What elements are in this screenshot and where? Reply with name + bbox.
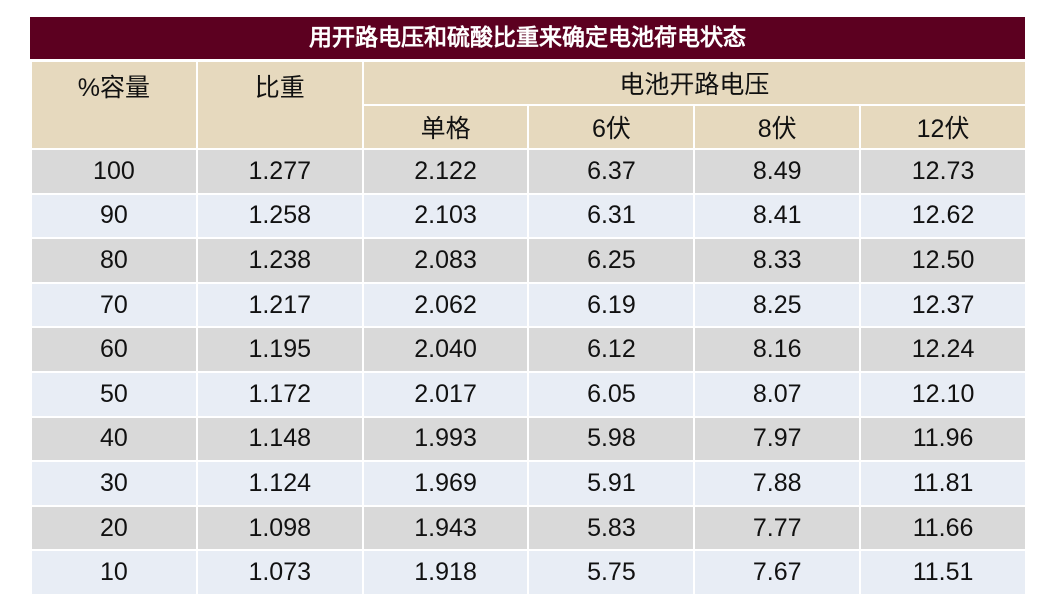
cell-6v: 6.25 xyxy=(527,237,696,284)
cell-cell: 2.083 xyxy=(361,237,530,284)
cell-6v: 6.31 xyxy=(527,192,696,240)
table-row: 20 1.098 1.943 5.83 7.77 11.66 xyxy=(30,504,1027,552)
cell-capacity: 80 xyxy=(30,237,198,284)
cell-12v: 12.24 xyxy=(859,326,1027,373)
cell-cell: 1.993 xyxy=(361,415,530,463)
cell-capacity: 40 xyxy=(30,415,198,463)
cell-6v: 6.05 xyxy=(527,370,696,418)
table-row: 40 1.148 1.993 5.98 7.97 11.96 xyxy=(30,415,1027,463)
cell-capacity: 50 xyxy=(30,370,198,418)
cell-capacity: 10 xyxy=(30,549,198,596)
cell-gravity: 1.148 xyxy=(195,415,364,463)
cell-12v: 11.81 xyxy=(859,460,1027,507)
cell-cell: 1.969 xyxy=(361,460,530,507)
table-row: 10 1.073 1.918 5.75 7.67 11.51 xyxy=(30,549,1027,596)
cell-capacity: 60 xyxy=(30,326,198,373)
header-cell: 单格 xyxy=(361,104,530,150)
cell-12v: 12.10 xyxy=(859,370,1027,418)
cell-cell: 2.017 xyxy=(361,370,530,418)
cell-6v: 6.12 xyxy=(527,326,696,373)
cell-6v: 5.91 xyxy=(527,460,696,507)
table-row: 70 1.217 2.062 6.19 8.25 12.37 xyxy=(30,281,1027,329)
table-row: 30 1.124 1.969 5.91 7.88 11.81 xyxy=(30,460,1027,507)
table-row: 100 1.277 2.122 6.37 8.49 12.73 xyxy=(30,148,1027,195)
cell-12v: 12.73 xyxy=(859,148,1027,195)
cell-8v: 7.97 xyxy=(693,415,862,463)
cell-8v: 8.41 xyxy=(693,192,862,240)
cell-capacity: 90 xyxy=(30,192,198,240)
header-open-circuit-voltage: 电池开路电压 xyxy=(361,60,1028,106)
cell-cell: 2.062 xyxy=(361,281,530,329)
cell-cell: 2.122 xyxy=(361,148,530,195)
header-capacity: %容量 xyxy=(30,60,198,150)
header-gravity: 比重 xyxy=(195,60,364,150)
cell-6v: 5.83 xyxy=(527,504,696,552)
cell-8v: 7.77 xyxy=(693,504,862,552)
cell-8v: 8.07 xyxy=(693,370,862,418)
cell-gravity: 1.098 xyxy=(195,504,364,552)
cell-8v: 7.88 xyxy=(693,460,862,507)
table-row: 50 1.172 2.017 6.05 8.07 12.10 xyxy=(30,370,1027,418)
cell-12v: 11.66 xyxy=(859,504,1027,552)
cell-6v: 6.37 xyxy=(527,148,696,195)
cell-8v: 8.25 xyxy=(693,281,862,329)
cell-cell: 1.918 xyxy=(361,549,530,596)
header-12v: 12伏 xyxy=(859,104,1027,150)
cell-gravity: 1.195 xyxy=(195,326,364,373)
cell-capacity: 20 xyxy=(30,504,198,552)
cell-gravity: 1.073 xyxy=(195,549,364,596)
cell-cell: 1.943 xyxy=(361,504,530,552)
battery-charge-table: %容量 比重 电池开路电压 单格 6伏 8伏 12伏 100 1.277 2.122… xyxy=(30,60,1028,596)
cell-8v: 8.49 xyxy=(693,148,862,195)
cell-cell: 2.040 xyxy=(361,326,530,373)
cell-8v: 8.33 xyxy=(693,237,862,284)
cell-12v: 11.51 xyxy=(859,549,1027,596)
cell-capacity: 100 xyxy=(30,148,198,195)
cell-12v: 12.37 xyxy=(859,281,1027,329)
cell-12v: 12.62 xyxy=(859,192,1027,240)
table-title: 用开路电压和硫酸比重来确定电池荷电状态 xyxy=(30,17,1025,59)
cell-capacity: 30 xyxy=(30,460,198,507)
header-8v: 8伏 xyxy=(693,104,862,150)
cell-6v: 5.98 xyxy=(527,415,696,463)
cell-cell: 2.103 xyxy=(361,192,530,240)
cell-gravity: 1.172 xyxy=(195,370,364,418)
cell-12v: 12.50 xyxy=(859,237,1027,284)
table-row: 80 1.238 2.083 6.25 8.33 12.50 xyxy=(30,237,1027,284)
cell-gravity: 1.258 xyxy=(195,192,364,240)
cell-gravity: 1.277 xyxy=(195,148,364,195)
cell-gravity: 1.217 xyxy=(195,281,364,329)
cell-12v: 11.96 xyxy=(859,415,1027,463)
table-row: 60 1.195 2.040 6.12 8.16 12.24 xyxy=(30,326,1027,373)
cell-6v: 5.75 xyxy=(527,549,696,596)
cell-gravity: 1.238 xyxy=(195,237,364,284)
cell-capacity: 70 xyxy=(30,281,198,329)
cell-6v: 6.19 xyxy=(527,281,696,329)
header-6v: 6伏 xyxy=(527,104,696,150)
cell-8v: 8.16 xyxy=(693,326,862,373)
cell-8v: 7.67 xyxy=(693,549,862,596)
table-row: 90 1.258 2.103 6.31 8.41 12.62 xyxy=(30,192,1027,240)
cell-gravity: 1.124 xyxy=(195,460,364,507)
